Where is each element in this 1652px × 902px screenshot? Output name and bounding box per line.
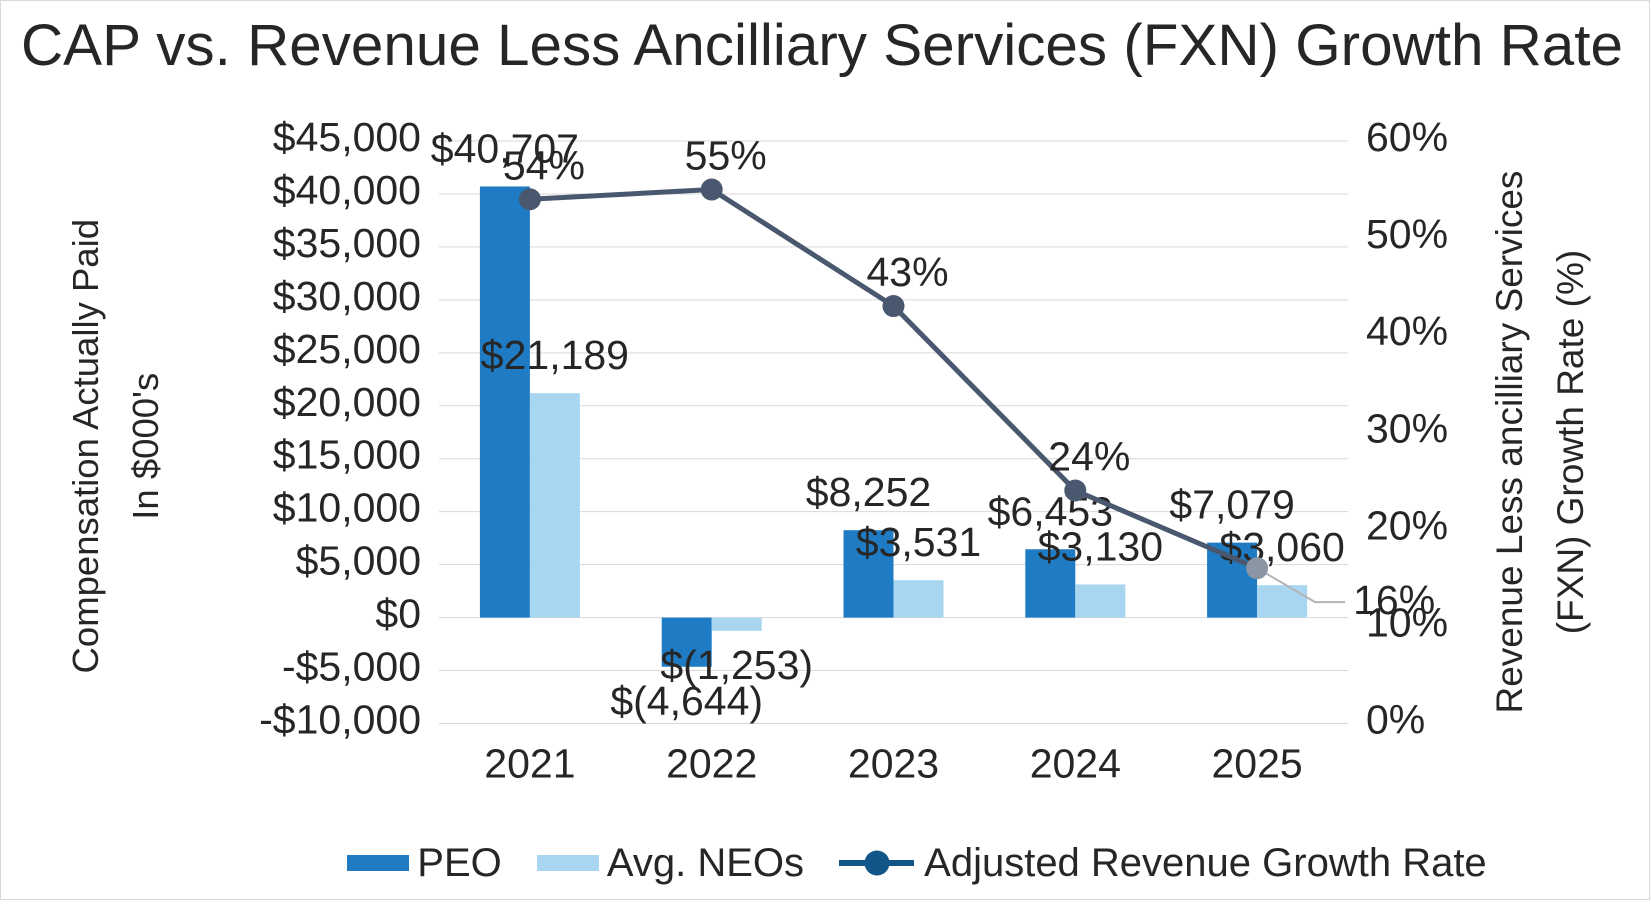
svg-text:16%: 16% xyxy=(1353,577,1435,623)
svg-text:$7,079: $7,079 xyxy=(1169,482,1294,528)
svg-text:40%: 40% xyxy=(1366,308,1448,354)
svg-text:$10,000: $10,000 xyxy=(273,485,421,531)
svg-text:$15,000: $15,000 xyxy=(273,432,421,478)
svg-text:$(1,253): $(1,253) xyxy=(660,642,813,688)
svg-text:$25,000: $25,000 xyxy=(273,326,421,372)
svg-text:$30,000: $30,000 xyxy=(273,273,421,319)
svg-text:60%: 60% xyxy=(1366,114,1448,160)
svg-text:20%: 20% xyxy=(1366,502,1448,548)
svg-text:$40,000: $40,000 xyxy=(273,167,421,213)
svg-text:30%: 30% xyxy=(1366,405,1448,451)
svg-text:$3,060: $3,060 xyxy=(1219,524,1344,570)
svg-text:2022: 2022 xyxy=(666,741,757,787)
svg-text:-$5,000: -$5,000 xyxy=(282,644,421,690)
svg-text:$20,000: $20,000 xyxy=(273,379,421,425)
svg-text:$21,189: $21,189 xyxy=(481,332,629,378)
svg-text:2024: 2024 xyxy=(1030,741,1121,787)
svg-text:$5,000: $5,000 xyxy=(296,538,421,584)
svg-text:24%: 24% xyxy=(1048,434,1130,480)
svg-text:$35,000: $35,000 xyxy=(273,220,421,266)
svg-text:$45,000: $45,000 xyxy=(273,114,421,160)
svg-text:2023: 2023 xyxy=(848,741,939,787)
svg-text:2025: 2025 xyxy=(1211,741,1302,787)
svg-text:$0: $0 xyxy=(375,591,421,637)
svg-text:54%: 54% xyxy=(503,142,585,188)
svg-text:50%: 50% xyxy=(1366,211,1448,257)
svg-text:43%: 43% xyxy=(866,249,948,295)
svg-text:$8,252: $8,252 xyxy=(806,469,931,515)
svg-text:0%: 0% xyxy=(1366,697,1425,743)
svg-text:$3,531: $3,531 xyxy=(856,519,981,565)
svg-text:$3,130: $3,130 xyxy=(1038,523,1163,569)
svg-text:-$10,000: -$10,000 xyxy=(259,697,421,743)
svg-text:2021: 2021 xyxy=(484,741,575,787)
svg-text:55%: 55% xyxy=(685,133,767,179)
